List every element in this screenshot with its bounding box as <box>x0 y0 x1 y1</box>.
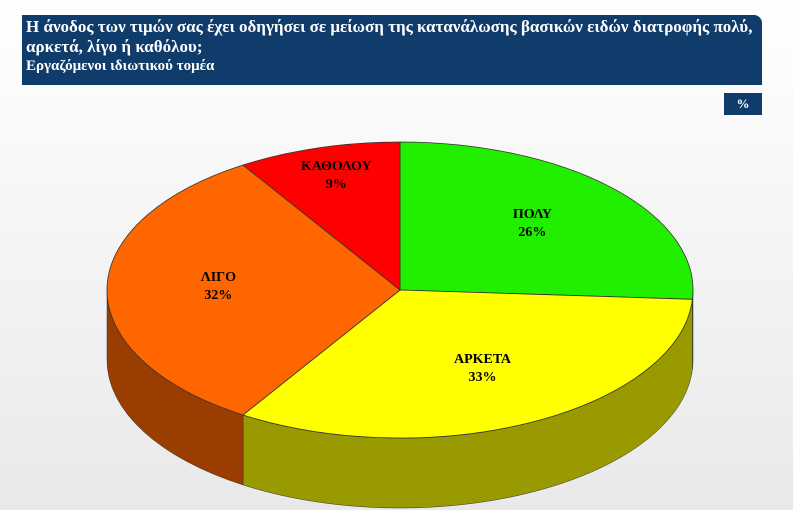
slice-label: ΑΡΚΕΤΑ <box>454 352 512 367</box>
slice-label: ΛΙΓΟ <box>201 270 236 285</box>
slice <box>106 164 401 416</box>
header: Η άνοδος των τιμών σας έχει οδηγήσει σε … <box>22 15 762 85</box>
slice <box>242 141 401 291</box>
chart-title: Η άνοδος των τιμών σας έχει οδηγήσει σε … <box>26 17 753 56</box>
slice-label: ΚΑΘΟΛΟΥ <box>301 159 372 174</box>
chart-subtitle: Εργαζόμενοι ιδιωτικού τομέα <box>26 58 215 74</box>
slice-label: ΠΟΛΥ <box>513 207 552 222</box>
value-label: 33% <box>468 370 496 385</box>
slice <box>242 289 693 439</box>
slice <box>399 141 694 300</box>
unit-badge: % <box>724 93 762 115</box>
value-label: 32% <box>204 288 232 303</box>
value-label: 26% <box>518 225 546 240</box>
value-label: 9% <box>326 177 347 192</box>
